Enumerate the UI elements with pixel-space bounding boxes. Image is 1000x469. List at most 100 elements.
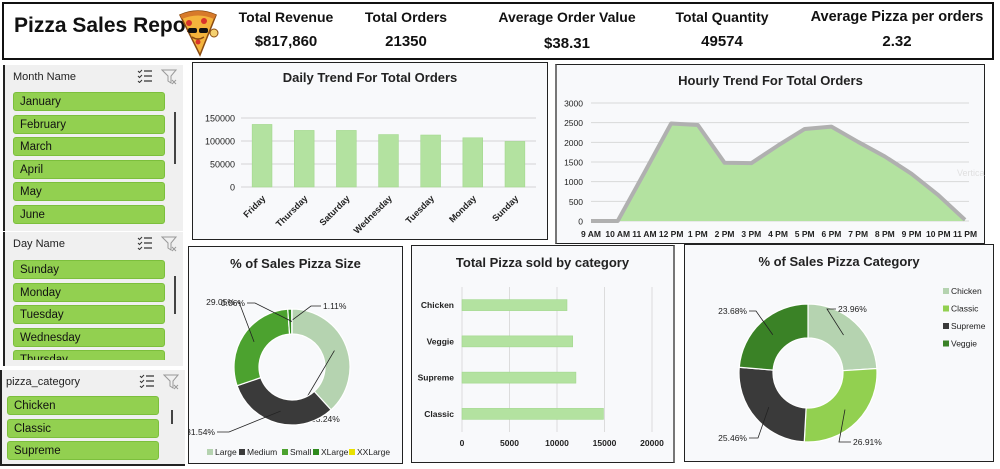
x-tick-label: 7 PM [848, 229, 868, 239]
chart-title: % of Sales Pizza Category [758, 254, 920, 269]
slicer-item-tuesday[interactable]: Tuesday [13, 305, 165, 324]
data-label: 26.91% [853, 437, 882, 447]
slice-chicken [807, 303, 878, 372]
x-tick-label: Saturday [317, 193, 351, 227]
category-bar-chart: 0 5000 10000 15000 20000 Chicken Veggie Supreme… [418, 287, 664, 448]
legend-swatch-chicken [943, 288, 949, 294]
pizza-category-chart-card: % of Sales Pizza Category 23.96% 26.91% 25… [684, 244, 994, 462]
y-tick-label: 1000 [564, 177, 583, 187]
x-tick-label: 3 PM [741, 229, 761, 239]
y-tick-label: Chicken [421, 300, 454, 310]
legend-swatch-large [207, 449, 213, 455]
x-tick-label: 10 AM [605, 229, 630, 239]
slicer-item-wednesday[interactable]: Wednesday [13, 327, 165, 347]
kpi-label: Average Order Value [498, 9, 636, 25]
slicer-item-monday[interactable]: Monday [13, 282, 165, 302]
leader-line [237, 301, 255, 343]
legend-swatch-supreme [943, 323, 949, 329]
report-title: Pizza Sales Report [14, 14, 201, 37]
x-tick-label: 2 PM [715, 229, 735, 239]
leader-line [749, 407, 770, 439]
y-tick-label: 50000 [210, 160, 235, 170]
x-tick-label: Wednesday [352, 193, 394, 235]
multi-select-icon[interactable] [137, 69, 153, 83]
kpi-value: $38.31 [544, 35, 590, 52]
slicer-item-list: Chicken Classic Supreme [7, 396, 159, 460]
data-label: 38.24% [311, 414, 340, 424]
slicer-item-sunday[interactable]: Sunday [13, 260, 165, 279]
slicer-item-april[interactable]: April [13, 159, 165, 179]
slicer-item-classic[interactable]: Classic [7, 418, 159, 438]
kpi-average-order-value: Average Order Value $38.31 [492, 9, 642, 52]
legend-swatch-medium [239, 449, 245, 455]
slicer-item-supreme[interactable]: Supreme [7, 441, 159, 460]
slice-veggie [738, 303, 809, 371]
bar-chicken [461, 299, 568, 311]
clear-filter-icon[interactable] [163, 374, 179, 390]
y-tick-label: Classic [424, 409, 454, 419]
daily-trend-chart-card: Daily Trend For Total Orders 0 50000 10000… [192, 62, 548, 240]
kpi-label: Total Orders [364, 9, 448, 25]
slicer-pizza-category: pizza_category Chicken Classic Supreme [0, 370, 185, 466]
bar-thursday [294, 130, 315, 188]
x-tick-label: 0 [460, 438, 465, 448]
leader-line [217, 410, 281, 433]
bar-tuesday [420, 134, 441, 188]
x-tick-label: 11 PM [953, 229, 977, 239]
clear-filter-icon[interactable] [161, 236, 177, 252]
y-tick-label: Veggie [427, 336, 455, 346]
multi-select-icon[interactable] [139, 374, 155, 388]
slicer-scrollbar[interactable] [174, 112, 176, 164]
y-tick-label: 3000 [564, 99, 583, 109]
slicer-item-january[interactable]: January [13, 92, 165, 111]
kpi-label: Total Quantity [675, 9, 769, 25]
slicer-item-february[interactable]: February [13, 114, 165, 134]
x-tick-label: 12 PM [659, 229, 684, 239]
slicer-title: pizza_category [6, 376, 80, 388]
bar-friday [251, 124, 273, 188]
pizza-size-donut-chart: 38.24% 31.54% 29.05% 1.11% 0.06% Large Medium S… [189, 297, 390, 457]
slicer-item-march[interactable]: March [13, 137, 165, 156]
multi-select-icon[interactable] [137, 236, 153, 250]
kpi-total-orders: Total Orders 21350 [356, 9, 456, 50]
bar-saturday [336, 130, 357, 188]
data-label: 1.11% [323, 301, 347, 311]
bar-sunday [504, 141, 526, 188]
kpi-label: Average Pizza per orders [810, 9, 984, 25]
y-tick-label: 0 [230, 183, 235, 193]
legend-label: Supreme [951, 321, 986, 331]
slicer-item-may[interactable]: May [13, 182, 165, 201]
hourly-trend-chart: 0 500 1000 1500 2000 2500 3000 9 AM 10 AM 11 AM 12… [564, 99, 985, 240]
x-tick-label: 9 AM [581, 229, 601, 239]
y-tick-label: 2000 [564, 138, 583, 148]
x-tick-label: 10 PM [926, 229, 951, 239]
y-tick-label: Supreme [418, 373, 455, 383]
legend-label: Classic [951, 304, 979, 314]
slicer-scrollbar[interactable] [171, 410, 173, 424]
legend-label: Veggie [951, 339, 977, 349]
legend-label: XXLarge [357, 447, 390, 457]
pizza-category-donut-chart: 23.96% 26.91% 25.46% 23.68% Chicken Classic Su… [718, 286, 986, 447]
slicer-scrollbar[interactable] [174, 276, 176, 314]
legend-swatch-xxlarge [349, 449, 355, 455]
clear-filter-icon[interactable] [161, 69, 177, 85]
slice-medium [236, 376, 332, 426]
slicer-item-june[interactable]: June [13, 204, 165, 224]
slicer-day-name: Day Name Sunday Monday Tuesday Wednesday… [3, 232, 183, 366]
x-tick-label: 9 PM [902, 229, 922, 239]
data-label: 31.54% [189, 427, 215, 437]
x-tick-label: 20000 [640, 438, 664, 448]
x-tick-label: Sunday [490, 193, 520, 223]
data-label: 23.68% [718, 306, 747, 316]
chart-title: % of Sales Pizza Size [230, 256, 361, 271]
leader-line [290, 305, 321, 322]
slicer-item-chicken[interactable]: Chicken [7, 396, 159, 415]
x-tick-label: 5000 [500, 438, 519, 448]
x-tick-label: Friday [241, 193, 267, 219]
report-header: Pizza Sales Report Total Revenue $817,86… [2, 2, 994, 60]
slicer-item-thursday[interactable]: Thursday [13, 350, 165, 360]
slicer-month-name: Month Name January February March April … [3, 65, 183, 231]
axis-title-watermark: Vertical [957, 168, 985, 178]
x-tick-label: Monday [447, 193, 478, 224]
bar-classic [461, 408, 604, 420]
